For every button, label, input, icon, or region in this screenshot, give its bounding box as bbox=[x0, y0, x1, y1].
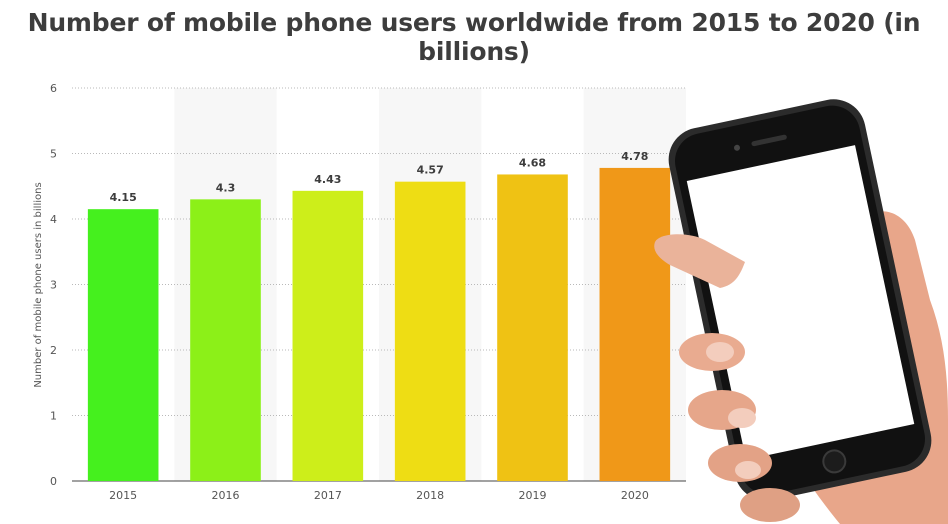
data-label-2020: 4.78 bbox=[621, 150, 648, 163]
y-tick-label: 0 bbox=[50, 475, 57, 488]
chart-title: Number of mobile phone users worldwide f… bbox=[27, 8, 921, 66]
bar-2016 bbox=[190, 199, 261, 481]
fingernail-1 bbox=[706, 342, 734, 362]
x-tick-label-2018: 2018 bbox=[416, 489, 444, 502]
y-axis-label: Number of mobile phone users in billions bbox=[33, 182, 44, 387]
phone-screen bbox=[686, 145, 915, 460]
phone-speaker bbox=[751, 134, 787, 147]
data-label-2019: 4.68 bbox=[519, 156, 546, 169]
y-tick-label: 6 bbox=[50, 82, 57, 95]
x-tick-label-2019: 2019 bbox=[519, 489, 547, 502]
bar-2019 bbox=[497, 174, 568, 481]
y-tick-label: 5 bbox=[50, 148, 57, 161]
data-label-2015: 4.15 bbox=[110, 191, 137, 204]
bars bbox=[87, 167, 671, 482]
bar-2018 bbox=[394, 181, 466, 482]
hand-finger-4 bbox=[740, 488, 800, 522]
x-tick-label-2015: 2015 bbox=[109, 489, 137, 502]
data-label-2016: 4.3 bbox=[216, 181, 236, 194]
fingernail-3 bbox=[735, 461, 761, 479]
fingernail-2 bbox=[728, 408, 756, 428]
x-tick-labels: 2015 2016 2017 2018 2019 2020 bbox=[109, 489, 649, 502]
data-labels: 4.15 4.3 4.43 4.57 4.68 4.78 bbox=[110, 150, 649, 204]
bar-2017 bbox=[292, 190, 364, 481]
x-tick-label-2017: 2017 bbox=[314, 489, 342, 502]
phone-camera bbox=[733, 144, 740, 151]
x-tick-label-2016: 2016 bbox=[212, 489, 240, 502]
bar-2015 bbox=[87, 209, 159, 482]
y-tick-labels: 0 1 2 3 4 5 6 bbox=[50, 82, 57, 488]
y-tick-label: 1 bbox=[50, 410, 57, 423]
gridlines bbox=[72, 87, 686, 416]
y-tick-label: 2 bbox=[50, 344, 57, 357]
data-label-2017: 4.43 bbox=[314, 173, 341, 186]
x-tick-label-2020: 2020 bbox=[621, 489, 649, 502]
bar-2020 bbox=[599, 167, 671, 481]
y-tick-label: 3 bbox=[50, 279, 57, 292]
hand-thumb bbox=[654, 234, 745, 288]
data-label-2018: 4.57 bbox=[417, 164, 444, 177]
hand-holding-smartphone-icon bbox=[654, 99, 948, 524]
y-tick-label: 4 bbox=[50, 213, 57, 226]
phone-home-button bbox=[822, 449, 847, 474]
